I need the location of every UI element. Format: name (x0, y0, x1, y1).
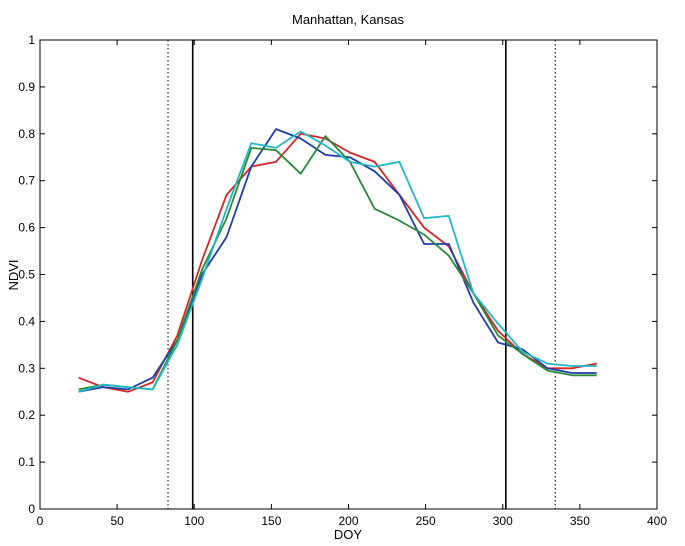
y-tick-label: 1 (28, 33, 35, 47)
y-tick-label: 0.9 (18, 80, 35, 94)
y-axis-label: NDVI (6, 259, 21, 290)
x-tick-label: 250 (416, 514, 436, 528)
series-line-4 (78, 130, 597, 393)
x-axis-label: DOY (334, 527, 363, 541)
series-layer (78, 128, 597, 393)
x-tick-label: 300 (493, 514, 513, 528)
y-tick-label: 0.6 (18, 221, 35, 235)
x-tick-label: 400 (647, 514, 667, 528)
x-tick-label: 100 (184, 514, 204, 528)
y-tick-label: 0.1 (18, 455, 35, 469)
y-tick-label: 0.2 (18, 408, 35, 422)
y-tick-label: 0.7 (18, 174, 35, 188)
x-axis-ticks: 0 50 100 150 200 250 300 350 400 (37, 40, 667, 528)
y-tick-label: 0.5 (18, 268, 35, 282)
x-tick-label: 200 (338, 514, 358, 528)
vertical-reference-lines (167, 40, 556, 509)
series-line-3 (78, 135, 597, 391)
y-tick-label: 0.8 (18, 127, 35, 141)
y-axis-ticks: 0 0.1 0.2 0.3 0.4 0.5 0.6 0.7 0.8 0.9 1 (18, 33, 657, 516)
y-tick-label: 0.3 (18, 361, 35, 375)
chart-title: Manhattan, Kansas (292, 12, 405, 27)
series-line-2 (78, 128, 597, 393)
plot-area (40, 40, 657, 509)
x-tick-label: 150 (261, 514, 281, 528)
y-tick-label: 0 (28, 502, 35, 516)
x-tick-label: 350 (570, 514, 590, 528)
x-tick-label: 0 (37, 514, 44, 528)
x-tick-label: 50 (110, 514, 124, 528)
y-tick-label: 0.4 (18, 314, 35, 328)
